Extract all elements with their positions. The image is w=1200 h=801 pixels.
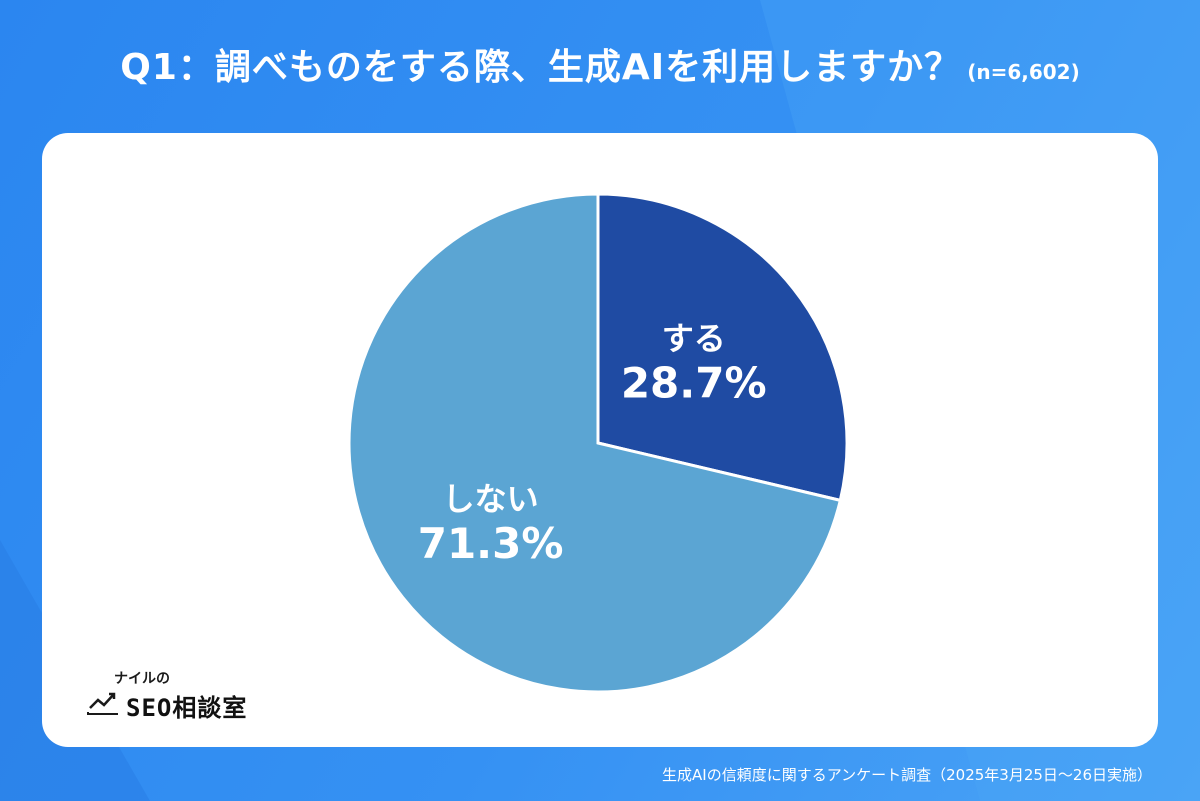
slice-value-label: 71.3% xyxy=(418,519,564,568)
trend-line-icon xyxy=(87,692,118,715)
chart-card: する 28.7% しない 71.3% xyxy=(42,133,1158,747)
source-note: 生成AIの信頼度に関するアンケート調査（2025年3月25日〜26日実施） xyxy=(662,766,1152,784)
sample-size: (n=6,602) xyxy=(967,60,1080,84)
logo-small-text: ナイルの xyxy=(114,671,170,687)
logo-main-text: SEO相談室 xyxy=(126,694,248,722)
pie-slice-1 xyxy=(347,192,843,694)
slice-value-label: 28.7% xyxy=(621,358,767,407)
slice-category-label: する xyxy=(662,319,726,357)
slice-category-label: しない xyxy=(443,480,539,518)
brand-logo: ナイルの SEO相談室 xyxy=(86,668,256,722)
chart-title-text: Q1：調べものをする際、生成AIを利用しますか？ xyxy=(120,47,962,88)
chart-title: Q1：調べものをする際、生成AIを利用しますか？ (n=6,602) xyxy=(0,38,1200,90)
pie-slice-0 xyxy=(596,192,849,503)
